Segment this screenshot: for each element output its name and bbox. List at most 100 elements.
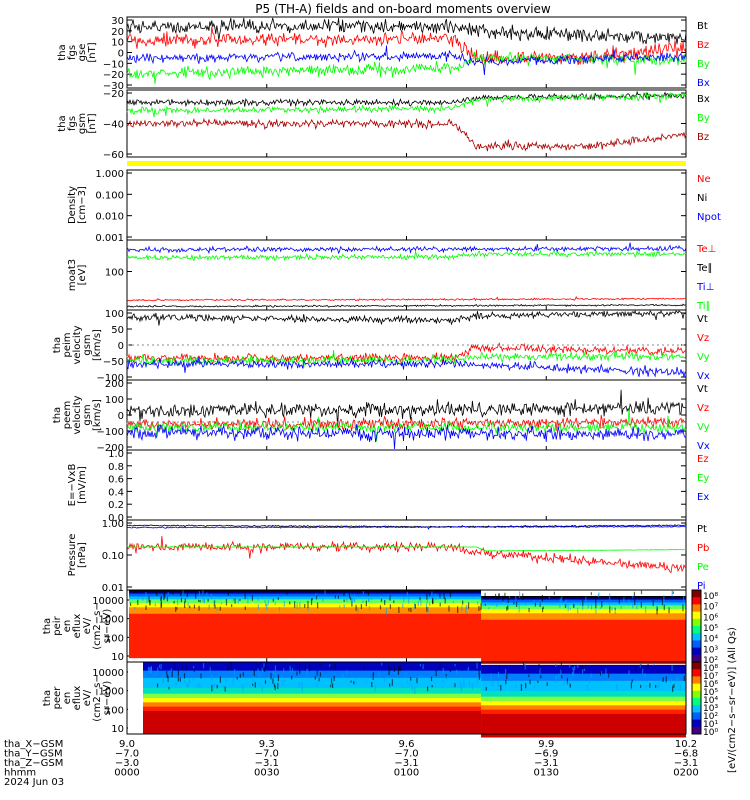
spectrogram-noise xyxy=(167,592,169,595)
spectrogram-noise xyxy=(429,602,431,606)
y-axis-label-line: moat3 xyxy=(67,259,78,291)
spectrogram-noise xyxy=(569,664,571,668)
spectrogram-band xyxy=(481,673,686,682)
spectrogram-noise xyxy=(460,685,463,692)
spectrogram-noise xyxy=(442,679,444,683)
y-axis-label: tha peem velocity gsm [km/s] xyxy=(52,395,103,434)
spectrogram-noise xyxy=(632,603,634,609)
spectrogram-noise xyxy=(265,603,267,607)
x-axis-value: 0100 xyxy=(394,768,419,779)
series-p4-0 xyxy=(126,295,687,302)
spectrogram-noise xyxy=(379,605,382,610)
spectrogram-noise xyxy=(446,675,448,681)
spectrogram xyxy=(129,590,686,665)
spectrogram-noise xyxy=(467,667,469,671)
spectrogram-band xyxy=(143,702,482,708)
spectrogram-noise xyxy=(267,599,269,606)
spectrogram-noise xyxy=(608,674,610,678)
spectrogram-noise xyxy=(515,684,517,688)
x-axis-value: 9.0 xyxy=(119,739,135,750)
y-axis-label-line: velocity xyxy=(72,395,83,434)
spectrogram-noise xyxy=(355,678,357,685)
spectrogram-noise xyxy=(189,605,191,609)
spectrogram-noise xyxy=(609,593,611,601)
spectrogram-noise xyxy=(431,685,433,688)
spectrogram-noise xyxy=(413,602,416,609)
spectrogram-noise xyxy=(225,677,227,683)
spectrogram-noise xyxy=(419,663,422,667)
spectrogram-noise xyxy=(665,676,667,683)
spectrogram-noise xyxy=(580,600,582,606)
legend-p3-0: Ne xyxy=(697,174,711,185)
spectrogram-noise xyxy=(657,682,660,688)
spectrogram-noise xyxy=(608,602,610,606)
spectrogram-noise xyxy=(541,594,544,602)
spectrogram-noise xyxy=(175,606,177,612)
spectrogram-noise xyxy=(498,666,501,671)
spectrogram-noise xyxy=(663,604,665,611)
spectrogram-noise xyxy=(397,668,400,675)
spectrogram-noise xyxy=(645,685,647,689)
y-axis-label-line: eV/ xyxy=(82,689,93,706)
spectrogram-noise xyxy=(272,678,274,684)
spectrogram-noise xyxy=(260,673,263,676)
spectrogram-noise xyxy=(561,675,563,679)
spectrogram-noise xyxy=(539,667,541,674)
y-axis-label-line: gsm xyxy=(82,334,93,355)
spectrogram-noise xyxy=(206,592,208,597)
series-p8-0 xyxy=(126,524,687,528)
legend-p8-3: Pi xyxy=(697,581,706,592)
spectrogram-band xyxy=(129,590,482,592)
spectrogram-noise xyxy=(645,606,647,613)
y-axis-label: moat3 [eV] xyxy=(67,259,88,291)
spectrogram-noise xyxy=(385,607,388,615)
spectrogram-noise xyxy=(360,604,363,610)
spectrogram-noise xyxy=(214,605,216,609)
spectrogram-noise xyxy=(449,668,452,673)
x-axis-value: 9.6 xyxy=(399,739,415,750)
colorbar-segment xyxy=(692,669,701,677)
spectrogram-noise xyxy=(590,673,592,678)
y-tick-label: 0.0 xyxy=(108,513,124,524)
spectrogram-noise xyxy=(342,672,344,678)
colorbar-segment xyxy=(692,662,701,670)
spectrogram-noise xyxy=(284,679,286,682)
y-axis-label-line: gsm xyxy=(82,404,93,425)
legend-p6-1: Vz xyxy=(697,403,709,414)
spectrogram-noise xyxy=(623,597,625,604)
y-axis-label-line: tha xyxy=(42,618,53,634)
spectrogram-noise xyxy=(315,595,318,600)
spectrogram-noise xyxy=(314,676,316,680)
spectrogram-noise xyxy=(351,598,353,605)
spectrogram-noise xyxy=(398,606,400,614)
x-axis-value: 9.3 xyxy=(259,739,275,750)
spectrogram-noise xyxy=(431,591,433,598)
spectrogram-noise xyxy=(315,593,317,597)
spectrogram-noise xyxy=(380,598,383,602)
legend-p7-0: Ez xyxy=(697,454,709,465)
spectrogram-noise xyxy=(223,684,225,689)
spectrogram-noise xyxy=(597,594,599,597)
spectrogram-noise xyxy=(209,666,211,671)
x-axis-value: −3.1 xyxy=(394,758,418,769)
spectrogram-noise xyxy=(546,682,548,686)
spectrogram-noise xyxy=(414,603,417,609)
y-axis-label: tha peer en eflux eV/(cm2−s− sr−eV) xyxy=(42,674,113,721)
spectrogram-noise xyxy=(371,681,373,688)
spectrogram-noise xyxy=(513,602,515,605)
y-tick-label: 1.00 xyxy=(102,519,124,530)
spectrogram-noise xyxy=(522,593,524,601)
spectrogram-noise xyxy=(494,593,497,598)
spectrogram-noise xyxy=(167,675,169,682)
spectrogram-noise xyxy=(283,600,285,607)
spectrogram-noise xyxy=(389,594,391,601)
spectrogram-noise xyxy=(219,596,221,599)
spectrogram-noise xyxy=(261,686,263,692)
legend-p4-1: Te∥ xyxy=(696,263,713,274)
spectrogram-noise xyxy=(261,667,263,673)
spectrogram-noise xyxy=(213,600,215,607)
spectrogram-noise xyxy=(528,674,530,678)
series-p4-1 xyxy=(126,303,687,308)
series-p8-2 xyxy=(126,546,687,552)
spectrogram-noise xyxy=(457,606,459,613)
